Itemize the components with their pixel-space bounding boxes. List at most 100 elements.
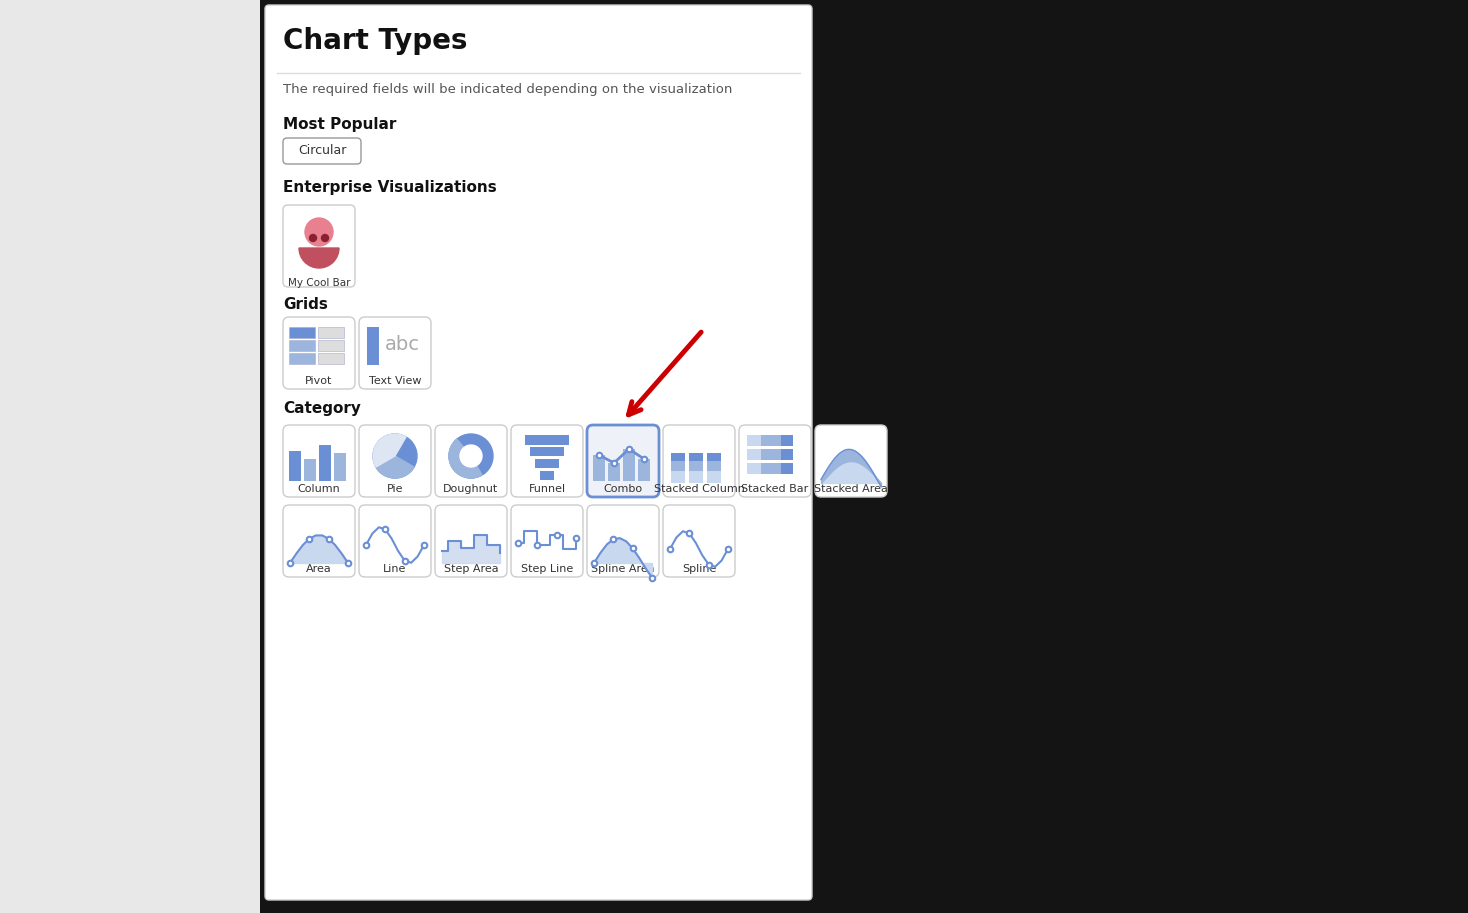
Bar [417,372,437,843]
Text: 123: 123 [10,328,31,338]
FancyBboxPatch shape [587,505,659,577]
Bar [1009,337,1031,843]
FancyBboxPatch shape [266,5,812,900]
FancyBboxPatch shape [161,200,314,222]
Text: Leads: Leads [161,253,203,266]
Bar [166,56,170,72]
FancyBboxPatch shape [1041,11,1063,33]
Bar [1038,302,1058,843]
Bar [671,453,686,461]
Bar [784,358,804,843]
FancyBboxPatch shape [283,317,355,389]
Text: 10000: 10000 [1422,182,1458,192]
Text: ⬛: ⬛ [25,156,29,163]
Text: ⊞  Sales: ⊞ Sales [50,72,95,82]
Text: Add Filter: Add Filter [213,335,263,345]
Text: Spline Area: Spline Area [592,564,655,574]
Bar [586,364,608,843]
Text: 123: 123 [10,473,31,483]
FancyBboxPatch shape [664,505,735,577]
Text: Add Hierarchy: Add Hierarchy [201,131,275,141]
Text: Enterprise Visualizations: Enterprise Visualizations [283,180,496,195]
Text: Text View: Text View [368,376,421,386]
Text: Grids: Grids [283,297,327,312]
Wedge shape [299,248,339,268]
Text: LABEL: LABEL [161,90,198,100]
FancyBboxPatch shape [1007,11,1029,33]
Text: 123: 123 [10,299,31,309]
Text: Stacked Column: Stacked Column [653,484,744,494]
Text: Anthony Alexander: Anthony Alexander [392,851,401,913]
Bar [321,43,1468,913]
Text: My Cool Bar: My Cool Bar [288,278,351,288]
Text: 6000: 6000 [1430,444,1458,454]
Text: 12000: 12000 [1422,50,1458,60]
Text: Product: Product [37,414,88,426]
FancyBboxPatch shape [511,425,583,497]
Text: 123: 123 [10,241,31,251]
Text: Funnel: Funnel [528,484,565,494]
Bar [747,463,760,474]
Text: Lori Coleman: Lori Coleman [957,851,966,901]
Bar [319,340,344,351]
Bar [643,406,664,843]
FancyBboxPatch shape [937,11,959,33]
Text: Column: Column [298,484,341,494]
Text: Quota: Quota [37,443,78,456]
Bar [840,399,862,843]
Text: 123: 123 [10,270,31,280]
Bar [1094,289,1116,843]
Text: Leads: Leads [37,268,76,281]
Text: Data: Data [54,15,94,29]
Text: Albert Hunt: Albert Hunt [364,851,373,896]
Text: Catherine Fox: Catherine Fox [505,851,514,904]
Bar [747,449,760,460]
Text: Forecasted: Forecasted [37,211,110,224]
Bar [161,175,167,185]
Text: number: number [37,355,90,369]
Text: +: + [135,132,151,151]
Bar [781,463,793,474]
Bar [169,171,175,185]
Text: Employee: Employee [37,182,103,194]
Bar [160,62,164,72]
FancyBboxPatch shape [360,505,432,577]
Text: Category: Category [283,401,361,416]
FancyBboxPatch shape [283,425,355,497]
Bar [156,43,321,913]
Circle shape [459,445,482,467]
Text: Samuel Cook: Samuel Cook [1267,851,1276,901]
Text: New Seats: New Seats [37,327,107,340]
FancyBboxPatch shape [283,205,355,287]
Text: Jesse Kelly: Jesse Kelly [759,851,768,891]
Text: Circular: Circular [298,144,346,158]
Bar [615,393,636,843]
Bar [639,459,650,481]
FancyBboxPatch shape [161,125,314,147]
FancyBboxPatch shape [161,280,314,302]
Text: Renewal Sales: Renewal Sales [37,471,134,485]
FancyBboxPatch shape [664,425,735,497]
FancyBboxPatch shape [587,425,659,497]
Bar [688,461,703,471]
Text: Sandra Edwards: Sandra Edwards [1295,851,1304,913]
Text: Step Area: Step Area [443,564,498,574]
Bar [319,445,330,481]
Bar [760,463,781,474]
Bar [0,0,260,913]
Bar [593,455,605,481]
Text: Pipepline: Pipepline [37,384,98,397]
Bar [502,413,523,843]
Text: New Sales: New Sales [37,298,106,310]
Bar [688,453,703,461]
Bar [260,0,1468,913]
Text: Q: Q [22,103,32,117]
Text: 4000: 4000 [1430,575,1458,585]
Bar [1151,316,1171,843]
FancyBboxPatch shape [360,317,432,389]
Bar [727,372,749,843]
Bar [0,0,148,43]
Text: Stacked Area: Stacked Area [815,484,888,494]
Text: abc: abc [385,335,420,354]
Bar [688,471,703,483]
